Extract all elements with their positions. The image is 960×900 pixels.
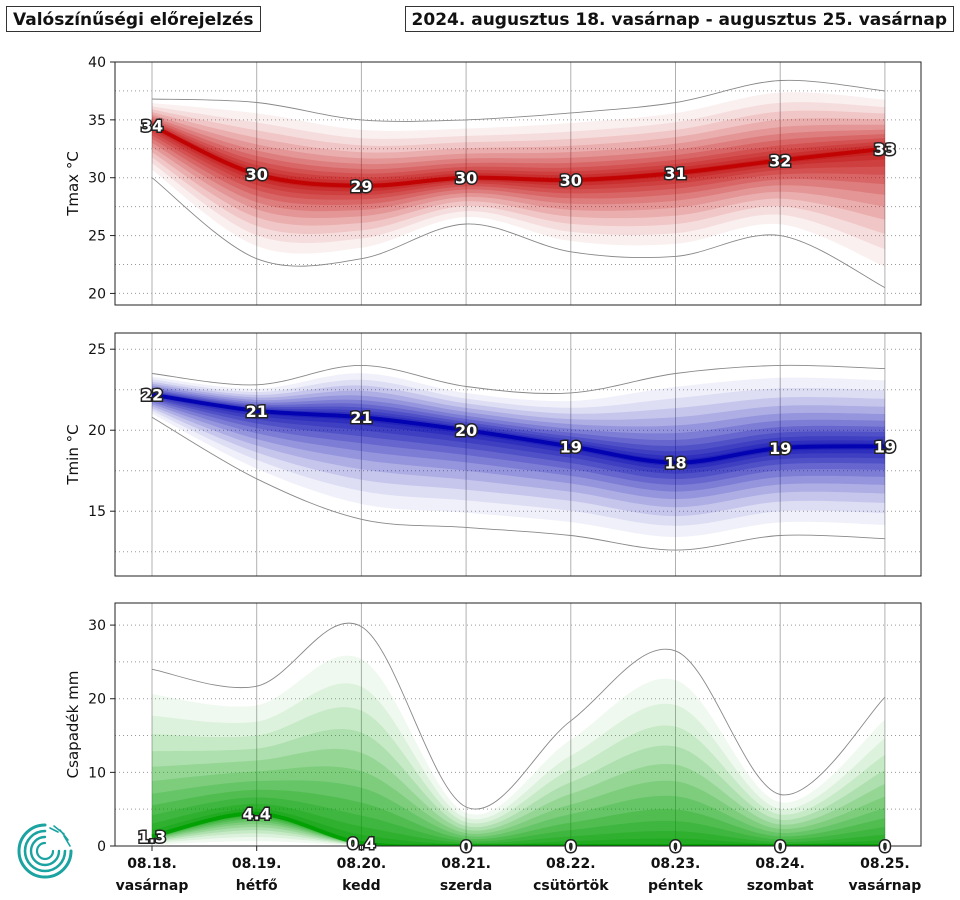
probability-band	[152, 655, 885, 846]
min-line	[151, 416, 885, 551]
y-tick-label: 10	[88, 765, 106, 781]
plot-frame	[114, 61, 922, 306]
probability-band	[152, 391, 885, 474]
data-label: 0.4	[347, 834, 375, 853]
median-line	[151, 392, 885, 465]
data-label: 34	[141, 117, 163, 136]
x-tick-label-weekday: hétfő	[236, 878, 278, 894]
probability-band	[152, 729, 885, 846]
x-tick-label-date: 08.21.	[441, 856, 491, 872]
max-line	[151, 79, 885, 122]
min-line	[151, 177, 886, 289]
y-axis-label: Tmin °C	[64, 424, 82, 485]
y-tick-label: 40	[88, 55, 106, 71]
max-line	[151, 622, 886, 810]
y-tick-label: 30	[88, 618, 106, 634]
y-tick-label: 15	[88, 504, 106, 520]
probability-band	[152, 102, 885, 250]
probability-band	[152, 123, 885, 192]
y-tick-label: 25	[88, 342, 106, 358]
data-label: 21	[350, 408, 372, 427]
probability-band	[152, 112, 885, 226]
data-label: 1.3	[138, 827, 166, 846]
median-line	[151, 123, 886, 188]
x-tick-label-date: 08.22.	[546, 856, 596, 872]
data-label: 18	[664, 454, 686, 473]
probability-band	[152, 780, 885, 846]
data-label: 30	[560, 171, 582, 190]
data-label: 19	[874, 437, 896, 456]
data-label: 29	[350, 177, 372, 196]
y-tick-label: 20	[88, 692, 106, 708]
logo	[14, 820, 76, 882]
x-tick-label-weekday: péntek	[648, 878, 704, 894]
data-label: 21	[246, 402, 268, 421]
x-tick-label-date: 08.18.	[127, 856, 177, 872]
plot-frame	[114, 332, 922, 577]
probability-band	[152, 766, 885, 846]
title-right: 2024. augusztus 18. vasárnap - augusztus…	[404, 6, 954, 32]
x-tick-label-date: 08.20.	[337, 856, 387, 872]
title-left: Valószínűségi előrejelzés	[6, 6, 261, 32]
probability-band	[152, 789, 885, 846]
data-label: 19	[560, 437, 582, 456]
y-axis-label: Tmax °C	[64, 151, 82, 217]
data-label: 19	[769, 439, 791, 458]
data-label: 33	[874, 140, 896, 159]
x-tick-label-weekday: szombat	[747, 878, 814, 894]
data-label: 4.4	[243, 805, 271, 824]
x-tick-label-date: 08.25.	[860, 856, 910, 872]
probability-band	[152, 114, 885, 218]
x-tick-label-weekday: kedd	[342, 878, 380, 894]
data-label: 30	[455, 169, 477, 188]
probability-band	[152, 707, 885, 846]
x-tick-label-date: 08.24.	[755, 856, 805, 872]
bands	[151, 79, 886, 289]
probability-band	[152, 390, 885, 480]
x-tick-label-weekday: vasárnap	[849, 878, 922, 894]
probability-band	[152, 122, 885, 196]
y-tick-label: 20	[88, 423, 106, 439]
plot-frame	[114, 602, 922, 847]
y-tick-label: 0	[97, 839, 106, 855]
x-tick-label-date: 08.23.	[651, 856, 701, 872]
y-axis-label: Csapadék mm	[64, 671, 82, 779]
y-tick-label: 20	[88, 286, 106, 302]
data-label: 20	[455, 421, 477, 440]
probability-band	[152, 683, 885, 846]
data-label: 30	[246, 165, 268, 184]
y-tick-label: 30	[88, 171, 106, 187]
y-tick-label: 25	[88, 229, 106, 245]
probability-band	[152, 120, 885, 200]
x-tick-label-weekday: vasárnap	[116, 878, 189, 894]
median-line	[151, 811, 885, 846]
probability-band	[152, 748, 885, 846]
data-label: 22	[141, 386, 163, 405]
max-line	[151, 364, 885, 394]
data-label: 32	[769, 151, 791, 170]
panel-1: 15 20 25 Tmin °C 22 21 21 20 19 18 19 19	[64, 332, 922, 577]
probability-band	[152, 797, 885, 846]
probability-band	[152, 109, 885, 234]
bands	[151, 364, 885, 551]
probability-band	[152, 124, 885, 189]
x-tick-label-weekday: csütörtök	[533, 878, 609, 894]
panel-0: 20 25 30 35 40 Tmax °C 34 30 29 30 30 31 32 33	[64, 55, 922, 306]
bands	[151, 622, 886, 846]
x-tick-label-date: 08.19.	[232, 856, 282, 872]
x-tick-label-weekday: szerda	[440, 878, 492, 894]
probability-band	[152, 392, 885, 470]
data-label: 31	[664, 164, 686, 183]
probability-band	[152, 116, 885, 212]
y-tick-label: 35	[88, 113, 106, 129]
spiral-logo-icon	[17, 823, 73, 879]
